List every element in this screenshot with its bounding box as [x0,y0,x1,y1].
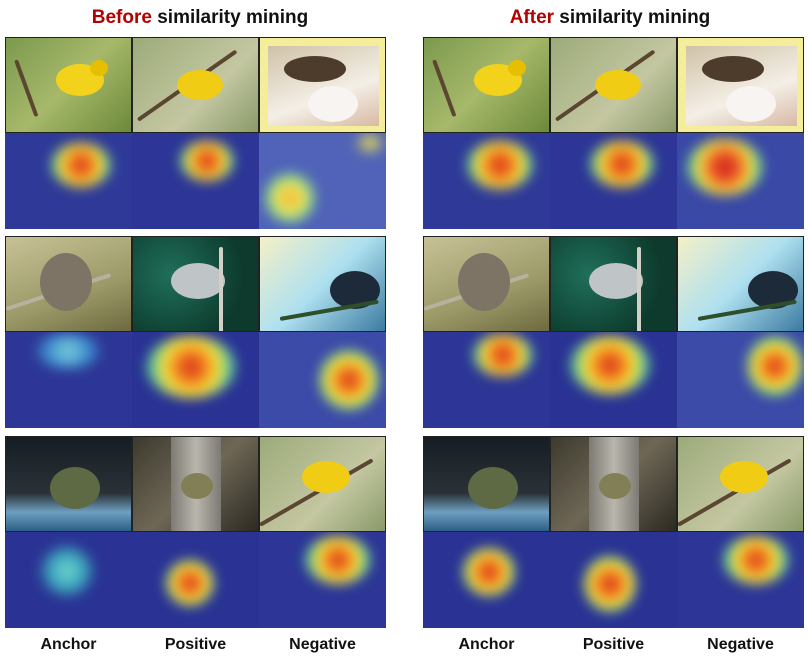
before-g3-negative-heatmap [259,532,386,628]
before-negative-label: Negative [289,636,356,653]
before-g1-positive-photo [132,37,259,133]
after-title-rest: similarity mining [554,7,711,28]
after-highlight: After [509,7,555,28]
before-g2-positive-photo [132,236,259,332]
after-g3-positive-photo [550,436,677,532]
after-g3-negative-photo [677,436,804,532]
after-g1-negative-photo [677,37,804,133]
before-g3-negative-photo [259,436,386,532]
before-anchor-label: Anchor [40,636,97,653]
after-g3-anchor-photo [423,436,550,532]
before-g2-negative-photo [259,236,386,332]
before-g2-anchor-photo [5,236,132,332]
after-g2-negative-photo [677,236,804,332]
before-highlight: Before [91,7,152,28]
after-negative-label: Negative [707,636,774,653]
before-g1-anchor-heatmap [5,133,132,229]
before-g3-anchor-photo [5,436,132,532]
after-g1-negative-heatmap [677,133,804,229]
after-g2-positive-heatmap [550,332,677,428]
before-g2-anchor-heatmap [5,332,132,428]
before-g1-anchor-photo [5,37,132,133]
after-g1-anchor-heatmap [423,133,550,229]
after-g1-anchor-photo [423,37,550,133]
after-g3-positive-heatmap [550,532,677,628]
after-g3-anchor-heatmap [423,532,550,628]
after-g2-anchor-heatmap [423,332,550,428]
after-g2-negative-heatmap [677,332,804,428]
after-positive-label: Positive [582,636,645,653]
before-title: Before similarity mining [10,4,390,32]
before-g2-negative-heatmap [259,332,386,428]
before-title-rest: similarity mining [151,7,309,28]
before-g2-positive-heatmap [132,332,259,428]
before-g1-positive-heatmap [132,133,259,229]
before-g3-positive-heatmap [132,532,259,628]
after-g1-positive-heatmap [550,133,677,229]
before-g3-positive-photo [132,436,259,532]
after-g2-anchor-photo [423,236,550,332]
after-anchor-label: Anchor [458,636,515,653]
after-g2-positive-photo [550,236,677,332]
before-g3-anchor-heatmap [5,532,132,628]
before-positive-label: Positive [164,636,227,653]
before-g1-negative-photo [259,37,386,133]
after-title: After similarity mining [420,4,800,32]
after-g3-negative-heatmap [677,532,804,628]
after-g1-positive-photo [550,37,677,133]
before-g1-negative-heatmap [259,133,386,229]
